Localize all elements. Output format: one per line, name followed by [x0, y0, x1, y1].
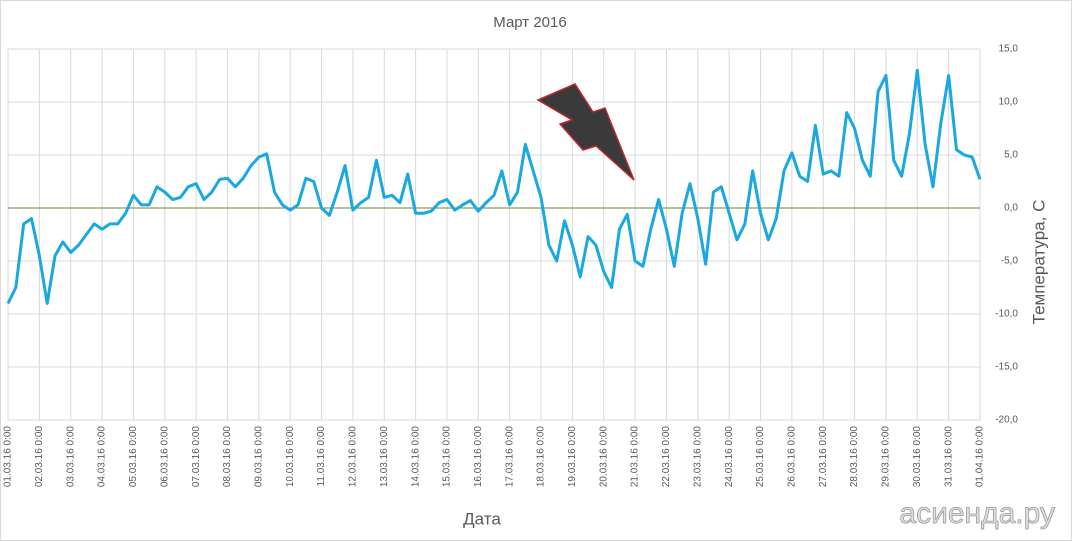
y-tick-label: -10,0: [995, 309, 1018, 320]
x-tick-label: 23.03.16 0:00: [692, 426, 703, 488]
watermark: асиенда.ру: [899, 497, 1055, 530]
x-axis-title: Дата: [463, 509, 501, 528]
grid: 01.03.16 0:00 02.03.16 0:00 03.03.16 0:00 0…: [3, 44, 1019, 488]
x-tick-label: 22.03.16 0:00: [661, 426, 672, 488]
x-tick-label: 16.03.16 0:00: [473, 426, 484, 488]
x-tick-label: 02.03.16 0:00: [34, 426, 45, 488]
plot-area: [6, 68, 982, 305]
x-tick-label: 01.04.16 0:00: [975, 426, 986, 488]
x-tick-label: 30.03.16 0:00: [912, 426, 923, 488]
y-tick-label: -20,0: [995, 415, 1018, 426]
x-tick-label: 09.03.16 0:00: [253, 426, 264, 488]
x-tick-label: 14.03.16 0:00: [410, 426, 421, 488]
y-tick-label: 0,0: [1004, 203, 1018, 214]
x-tick-label: 05.03.16 0:00: [128, 426, 139, 488]
x-tick-label: 26.03.16 0:00: [787, 426, 798, 488]
x-tick-label: 07.03.16 0:00: [191, 426, 202, 488]
x-tick-label: 19.03.16 0:00: [567, 426, 578, 488]
lightning-icon: [536, 83, 635, 181]
y-axis-title: Температура, С: [1029, 200, 1048, 325]
x-tick-label: 04.03.16 0:00: [97, 426, 108, 488]
x-tick-label: 27.03.16 0:00: [818, 426, 829, 488]
y-tick-label: -15,0: [995, 362, 1018, 373]
data-line: [6, 68, 982, 305]
y-tick-label: -5,0: [1001, 256, 1019, 267]
x-tick-label: 15.03.16 0:00: [442, 426, 453, 488]
x-tick-label: 17.03.16 0:00: [504, 426, 515, 488]
x-tick-label: 01.03.16 0:00: [3, 426, 14, 488]
x-tick-label: 13.03.16 0:00: [379, 426, 390, 488]
x-tick-label: 21.03.16 0:00: [630, 426, 641, 488]
x-tick-label: 20.03.16 0:00: [598, 426, 609, 488]
x-tick-label: 12.03.16 0:00: [348, 426, 359, 488]
x-tick-label: 03.03.16 0:00: [65, 426, 76, 488]
x-tick-label: 08.03.16 0:00: [222, 426, 233, 488]
y-tick-label: 5,0: [1004, 150, 1018, 161]
x-tick-label: 31.03.16 0:00: [943, 426, 954, 488]
chart-title: Март 2016: [493, 14, 566, 31]
x-tick-label: 18.03.16 0:00: [536, 426, 547, 488]
y-tick-label: 10,0: [999, 97, 1019, 108]
x-tick-label: 29.03.16 0:00: [881, 426, 892, 488]
x-tick-label: 10.03.16 0:00: [285, 426, 296, 488]
y-tick-label: 15,0: [999, 44, 1019, 55]
x-tick-label: 11.03.16 0:00: [316, 426, 327, 487]
x-tick-label: 28.03.16 0:00: [849, 426, 860, 488]
x-tick-label: 24.03.16 0:00: [724, 426, 735, 488]
x-tick-label: 25.03.16 0:00: [755, 426, 766, 488]
x-tick-label: 06.03.16 0:00: [159, 426, 170, 488]
